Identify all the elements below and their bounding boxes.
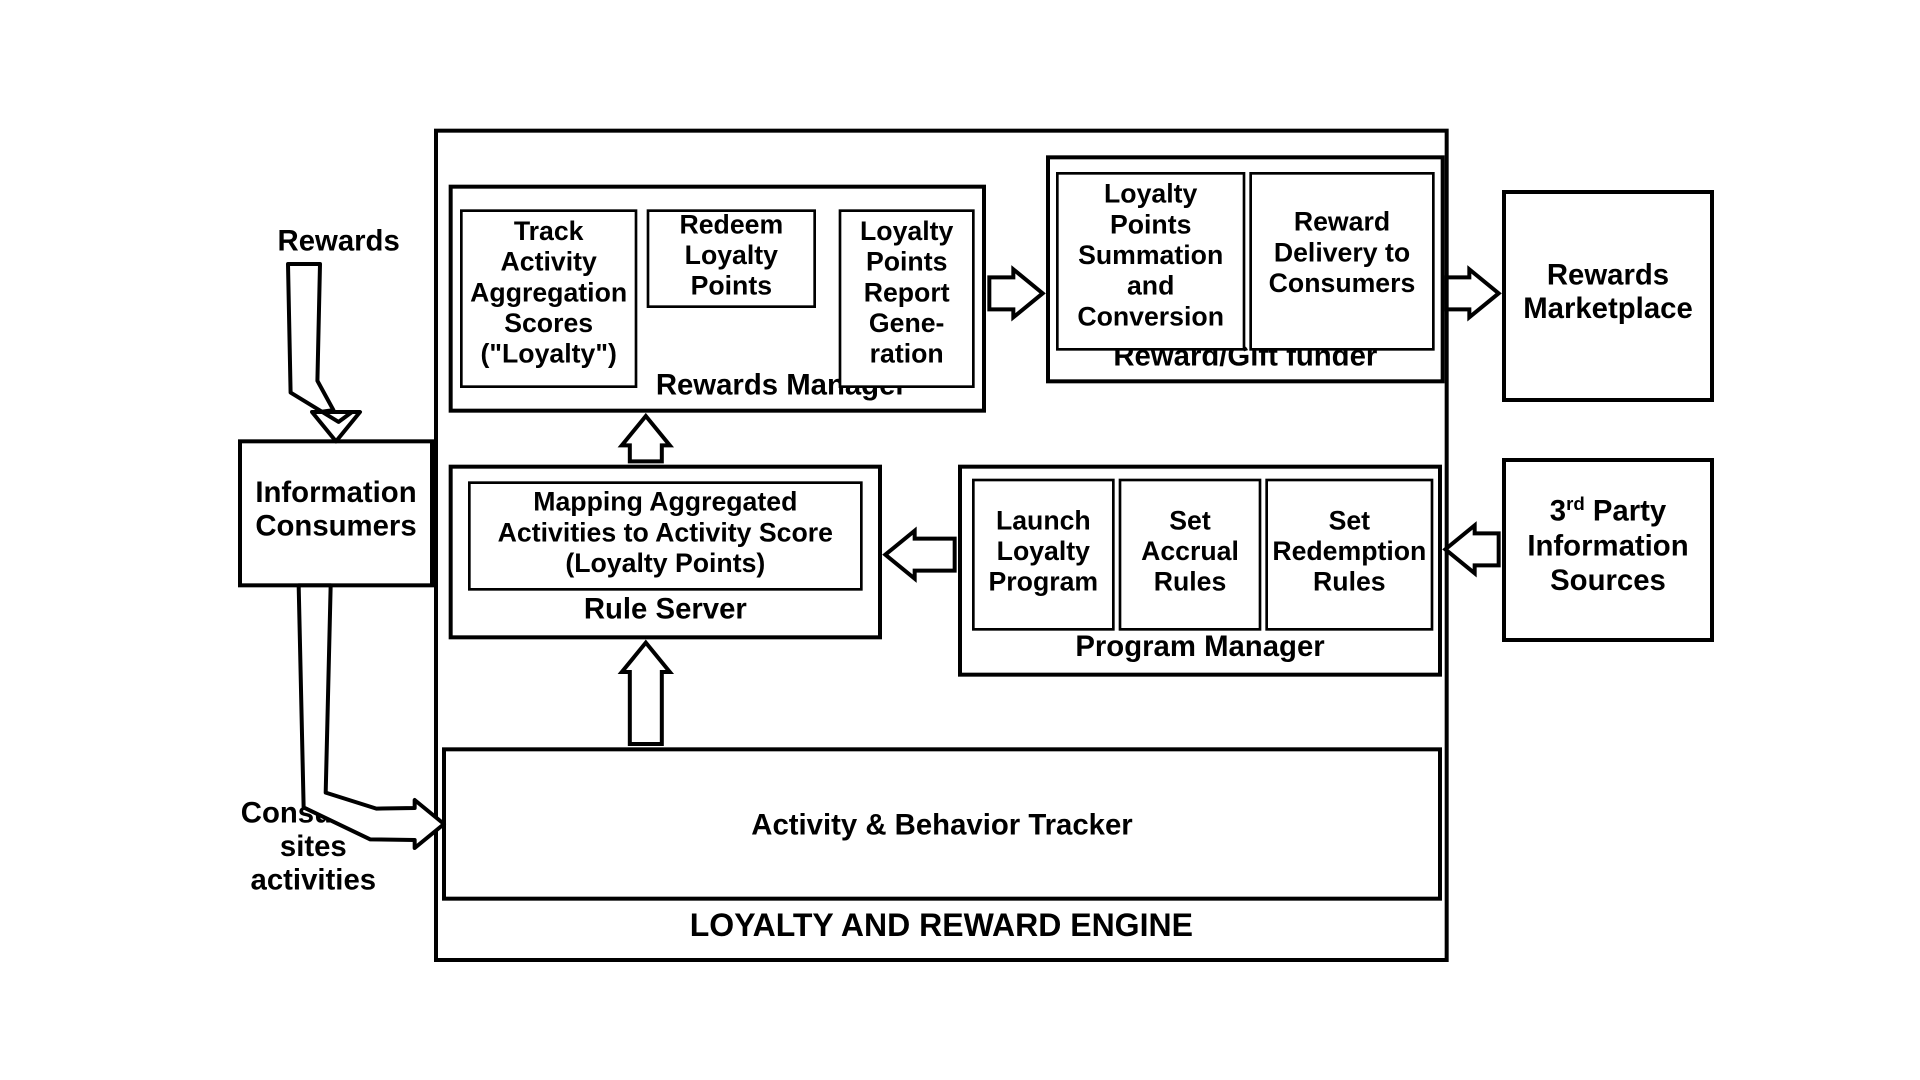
rewards-marketplace-label: RewardsMarketplace: [1523, 258, 1693, 325]
rule-server-label: Rule Server: [584, 593, 747, 626]
arrow-consumers-to-tracker: [299, 585, 444, 848]
arrow-3p-to-pm: [1445, 525, 1498, 573]
rewards-label: Rewards: [278, 225, 400, 258]
info-consumers-label: InformationConsumers: [255, 476, 416, 543]
program-manager-label: Program Manager: [1075, 630, 1324, 663]
arrow-rewards-to-consumers: [288, 264, 360, 441]
third-party-label: 3rd PartyInformationSources: [1527, 493, 1688, 597]
engine-label: LOYALTY AND REWARD ENGINE: [690, 907, 1193, 943]
activity-tracker-label: Activity & Behavior Tracker: [751, 809, 1132, 842]
launch-program-label: LaunchLoyaltyProgram: [989, 505, 1099, 596]
redeem-points-label: RedeemLoyaltyPoints: [679, 209, 783, 300]
report-gen-label: LoyaltyPointsReportGene-ration: [860, 216, 953, 369]
arrow-funder-to-marketplace: [1447, 269, 1499, 317]
diagram-canvas: LOYALTY AND REWARD ENGINE Activity & Beha…: [0, 0, 1920, 1080]
